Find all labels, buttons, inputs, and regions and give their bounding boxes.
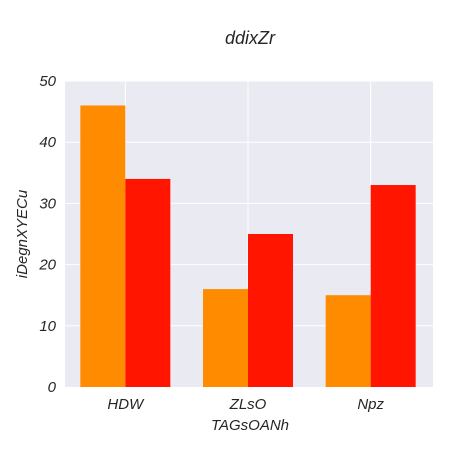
- chart-title: ddixZr: [225, 28, 276, 48]
- y-axis-ticks: 0 10 20 30 40 50: [38, 73, 56, 396]
- bar-npz-series-1: [325, 295, 371, 387]
- x-axis-label: TAGsOANh: [211, 417, 289, 434]
- y-axis-label: iDegnXYECu: [14, 189, 31, 278]
- bar-zlso-series-2: [248, 234, 293, 387]
- y-tick-label: 30: [39, 195, 56, 212]
- y-tick-label: 50: [39, 73, 56, 90]
- bar-zlso-series-1: [203, 289, 248, 387]
- x-tick-label: ZLsO: [229, 396, 267, 413]
- y-tick-label: 0: [48, 379, 57, 396]
- x-axis-ticks: HDW ZLsO Npz: [107, 396, 384, 413]
- x-tick-label: Npz: [357, 396, 384, 413]
- bar-npz-series-2: [370, 185, 416, 387]
- bars: [80, 105, 416, 387]
- y-tick-label: 10: [39, 318, 56, 335]
- bar-hdw-series-2: [125, 178, 171, 387]
- bar-hdw-series-1: [80, 105, 126, 387]
- y-tick-label: 20: [38, 257, 56, 274]
- x-tick-label: HDW: [107, 396, 145, 413]
- y-tick-label: 40: [39, 134, 56, 151]
